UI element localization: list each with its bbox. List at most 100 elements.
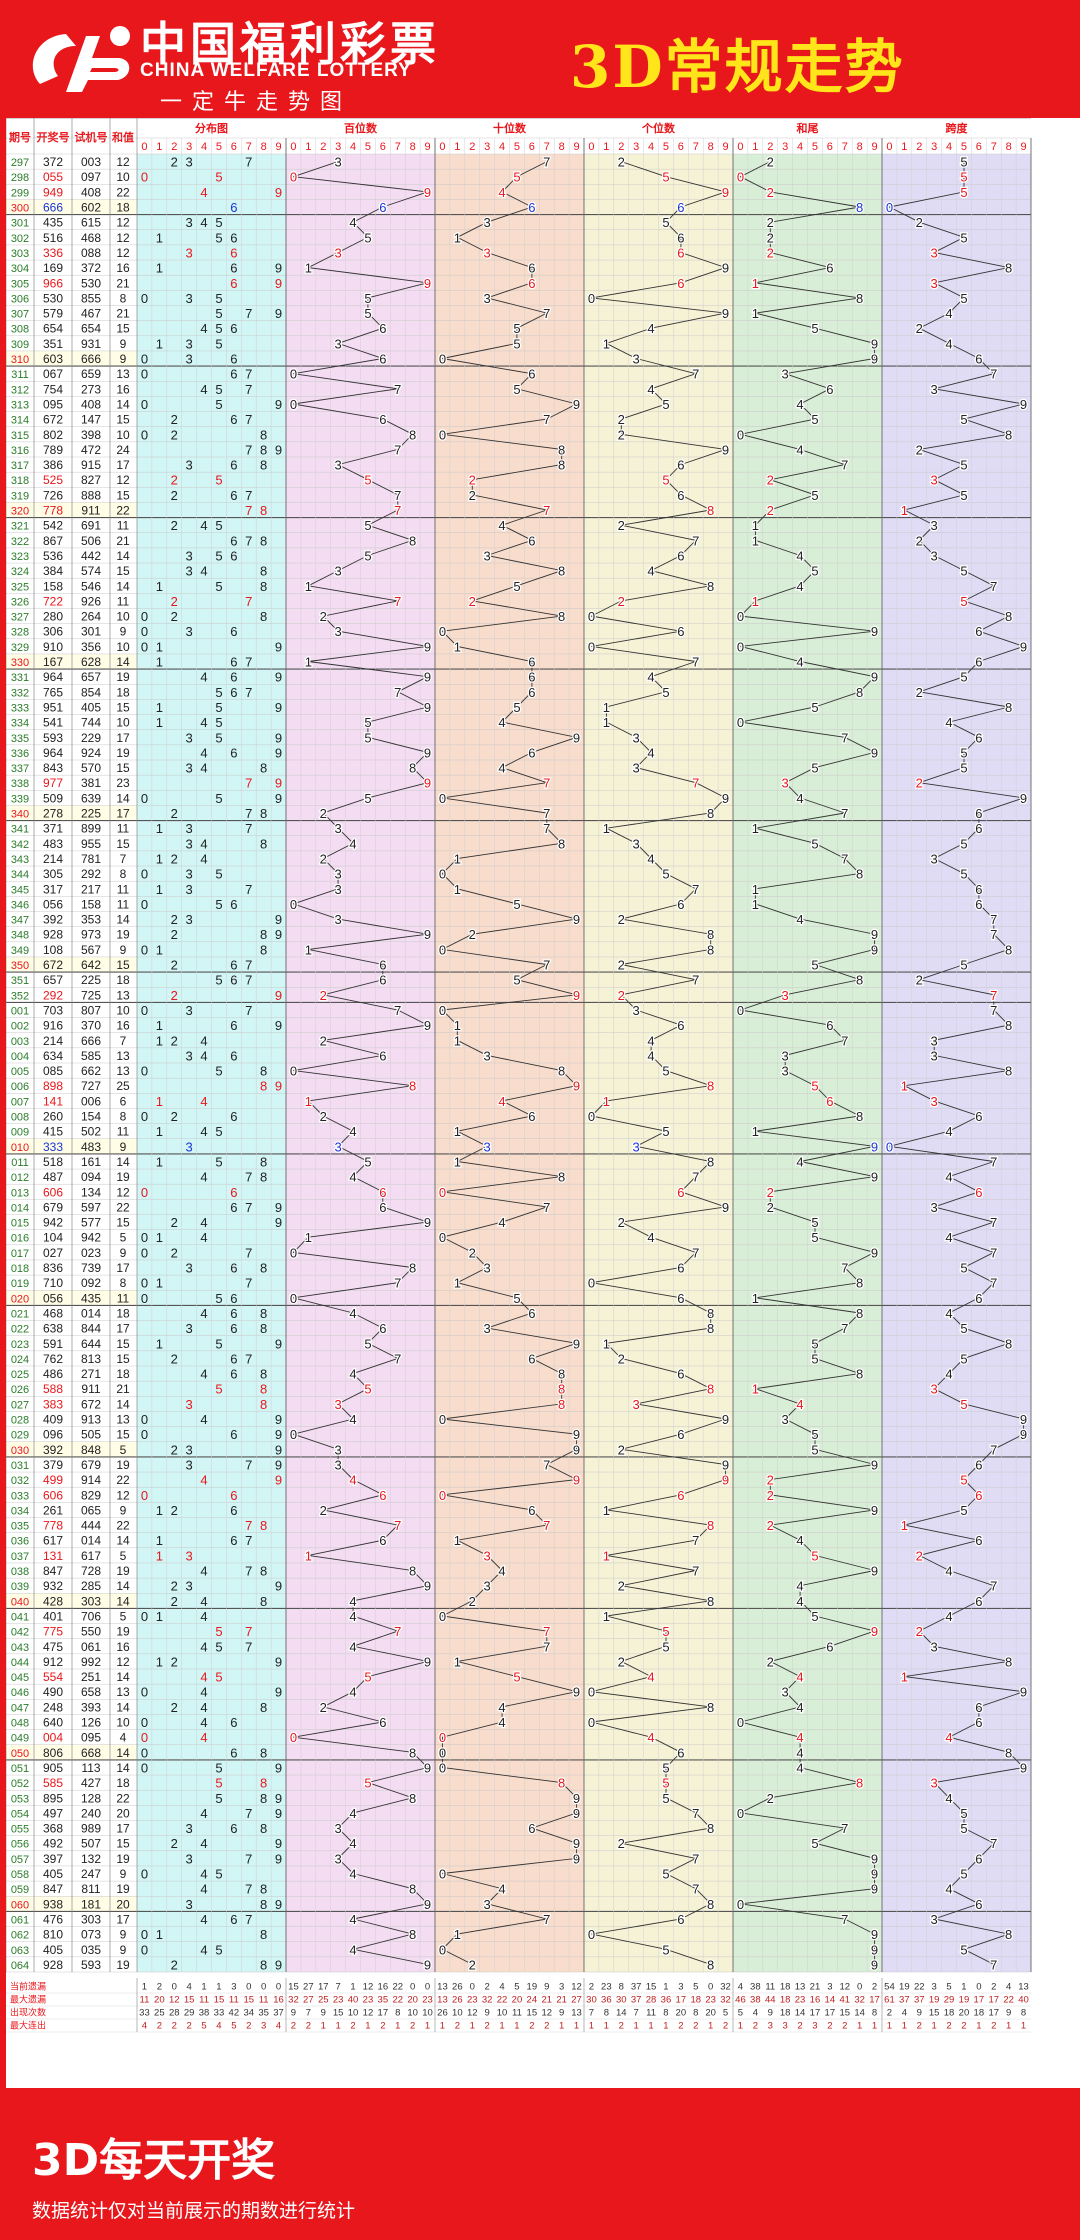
trend-point-span: 3 xyxy=(931,1048,938,1063)
stats-value-hundreds: 16 xyxy=(378,1982,389,1993)
trend-point-tens: 0 xyxy=(439,427,446,442)
stats-value-tens: 1 xyxy=(470,2021,475,2032)
trend-point-units: 6 xyxy=(677,1291,684,1306)
trend-point-units: 6 xyxy=(677,1745,684,1760)
trend-point-tail: 1 xyxy=(752,1124,759,1139)
number-cell: 606 xyxy=(43,1185,63,1199)
trend-point-tail: 1 xyxy=(752,276,759,291)
dist-point: 8 xyxy=(260,1957,267,1972)
number-cell: 606 xyxy=(43,1488,63,1502)
period-cell: 321 xyxy=(11,521,29,533)
trend-point-units: 7 xyxy=(692,1245,699,1260)
stats-value-dist: 3 xyxy=(261,2021,266,2032)
dist-point: 4 xyxy=(200,1048,207,1063)
stats-value-dist: 2 xyxy=(157,1982,162,1993)
number-cell: 405 xyxy=(43,1867,63,1881)
number-cell: 428 xyxy=(43,1594,63,1608)
dist-point: 7 xyxy=(245,821,252,836)
number-cell: 351 xyxy=(43,337,63,351)
trend-point-units: 8 xyxy=(707,806,714,821)
trend-point-span: 5 xyxy=(960,1942,967,1957)
period-cell: 030 xyxy=(11,1445,29,1457)
trend-point-hundreds: 2 xyxy=(320,1503,327,1518)
trend-point-tens: 6 xyxy=(528,261,535,276)
sum-cell: 19 xyxy=(116,746,130,760)
highlight-row xyxy=(6,350,137,367)
dist-point: 3 xyxy=(186,1321,193,1336)
trend-point-tail: 4 xyxy=(796,442,803,457)
trend-point-tens: 2 xyxy=(469,473,476,488)
trend-point-tail: 4 xyxy=(796,1594,803,1609)
dist-point: 5 xyxy=(215,1124,222,1139)
header-digit-hundreds-3: 3 xyxy=(335,141,341,153)
trend-point-tens: 0 xyxy=(439,624,446,639)
trend-point-span: 4 xyxy=(945,715,952,730)
stats-value-tail: 14 xyxy=(854,2008,865,2019)
trend-point-units: 7 xyxy=(692,533,699,548)
trend-point-tens: 3 xyxy=(484,291,491,306)
number-cell: 778 xyxy=(43,1519,63,1533)
dist-point: 0 xyxy=(141,1715,148,1730)
period-cell: 008 xyxy=(11,1112,29,1124)
stats-value-span: 20 xyxy=(959,2008,970,2019)
dist-point: 8 xyxy=(260,1367,267,1382)
trend-point-hundreds: 1 xyxy=(305,1094,312,1109)
number-cell: 383 xyxy=(43,1397,63,1411)
trend-point-units: 6 xyxy=(677,245,684,260)
stats-value-span: 37 xyxy=(914,1995,925,2006)
trial-cell: 989 xyxy=(81,1822,101,1836)
dist-point: 0 xyxy=(141,1064,148,1079)
trend-point-span: 5 xyxy=(960,488,967,503)
dist-point: 4 xyxy=(200,1867,207,1882)
stats-value-dist: 11 xyxy=(259,1995,269,2006)
trend-point-units: 7 xyxy=(692,655,699,670)
dist-point: 9 xyxy=(275,730,282,745)
dist-point: 8 xyxy=(260,1882,267,1897)
number-cell: 305 xyxy=(43,867,63,881)
trial-cell: 602 xyxy=(81,201,101,215)
stats-value-span: 3 xyxy=(932,1982,937,1993)
stats-value-tens: 2 xyxy=(544,2021,549,2032)
stats-value-dist: 35 xyxy=(258,2008,269,2019)
trend-point-tens: 9 xyxy=(573,1079,580,1094)
sum-cell: 7 xyxy=(120,1034,127,1048)
trial-cell: 225 xyxy=(81,973,101,987)
dist-point: 4 xyxy=(200,1594,207,1609)
trend-point-tail: 2 xyxy=(767,1654,774,1669)
trend-point-units: 2 xyxy=(618,1654,625,1669)
dist-point: 8 xyxy=(260,1382,267,1397)
trial-cell: 628 xyxy=(81,655,101,669)
trend-point-units: 4 xyxy=(647,670,654,685)
trial-cell: 911 xyxy=(81,504,100,518)
trial-cell: 644 xyxy=(81,1337,101,1351)
stats-value-hundreds: 2 xyxy=(306,2021,311,2032)
number-cell: 214 xyxy=(43,852,63,866)
period-cell: 301 xyxy=(11,218,29,230)
trial-cell: 132 xyxy=(81,1852,101,1866)
period-cell: 059 xyxy=(11,1884,29,1896)
stats-value-tens: 13 xyxy=(571,2008,582,2019)
trend-point-span: 6 xyxy=(975,1851,982,1866)
period-cell: 031 xyxy=(11,1460,29,1472)
trend-point-tail: 9 xyxy=(871,1851,878,1866)
dist-point: 4 xyxy=(200,1942,207,1957)
number-cell: 938 xyxy=(43,1897,63,1911)
trend-point-tail: 7 xyxy=(841,806,848,821)
trend-point-tens: 3 xyxy=(484,215,491,230)
number-cell: 397 xyxy=(43,1852,63,1866)
number-cell: 336 xyxy=(43,246,63,260)
trial-cell: 992 xyxy=(81,1655,101,1669)
trial-cell: 855 xyxy=(81,291,101,305)
trend-point-span: 4 xyxy=(945,1367,952,1382)
sum-cell: 19 xyxy=(116,1852,130,1866)
stats-value-units: 20 xyxy=(705,2008,716,2019)
stats-value-tail: 18 xyxy=(780,1995,791,2006)
trend-point-span: 5 xyxy=(960,594,967,609)
number-cell: 525 xyxy=(43,473,63,487)
sum-cell: 8 xyxy=(120,291,127,305)
period-cell: 298 xyxy=(11,172,29,184)
stats-value-tens: 2 xyxy=(485,1982,490,1993)
trend-point-tail: 9 xyxy=(871,1139,878,1154)
stats-value-hundreds: 23 xyxy=(422,1995,433,2006)
trend-point-hundreds: 7 xyxy=(394,594,401,609)
